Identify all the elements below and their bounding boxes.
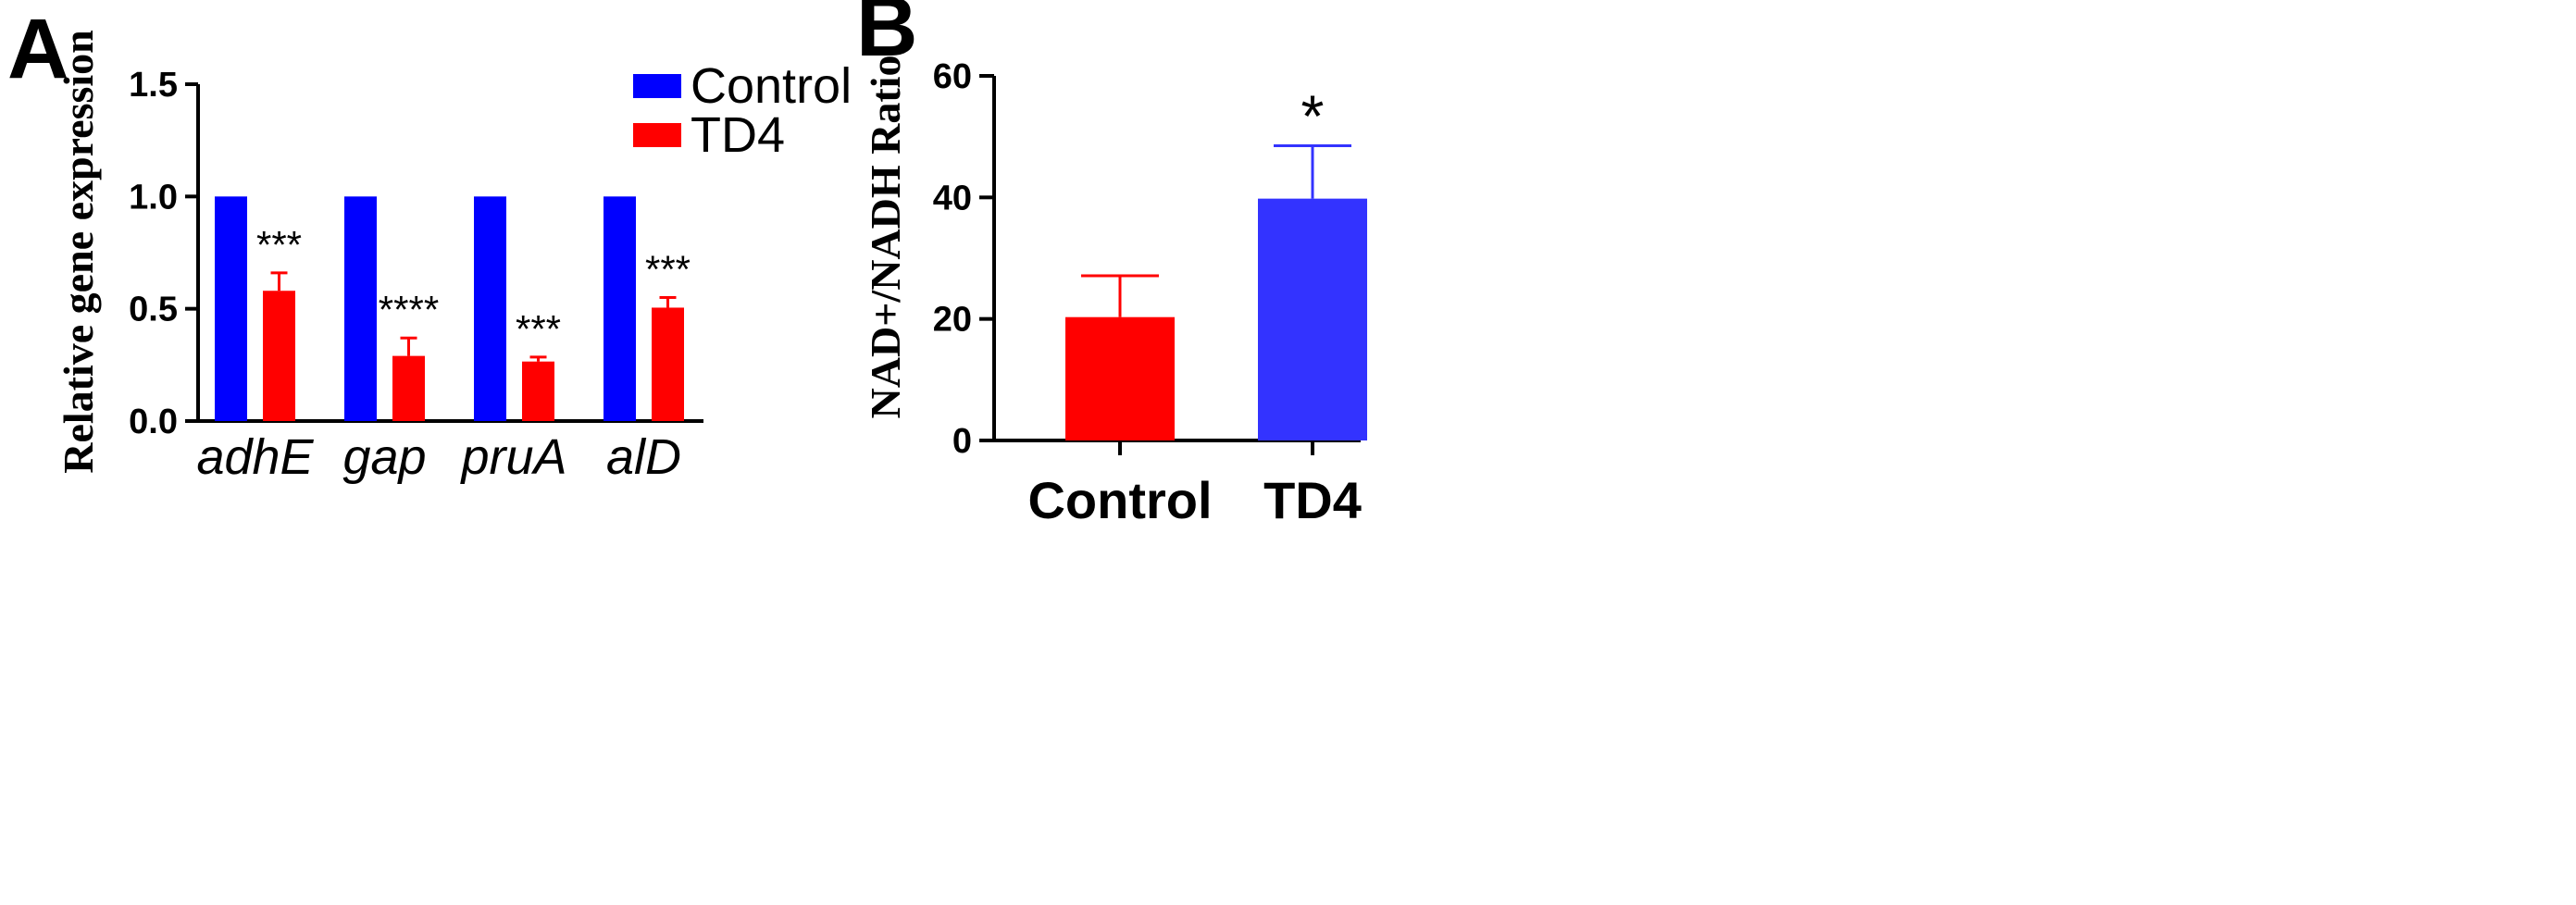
panel-b-y-ticks: 0 20 40 60	[933, 57, 994, 461]
panel-a-bars: ******* ******	[215, 196, 691, 421]
legend-label-control: Control	[691, 58, 852, 114]
panel-b-bar-td4	[1258, 198, 1367, 440]
panel-a-y-tick-label: 1.0	[129, 178, 178, 217]
panel-a-bar-td4-adhE	[263, 291, 295, 421]
panel-a-legend: Control TD4	[633, 58, 852, 163]
panel-a-letter: A	[7, 2, 68, 96]
legend-label-td4: TD4	[691, 107, 785, 163]
panel-a-significance-alD: ***	[645, 248, 691, 291]
panel-a-bar-td4-gap	[392, 355, 425, 421]
panel-a-category-gap: gap	[342, 429, 426, 485]
panel-b-category-labels: Control TD4	[1027, 440, 1362, 529]
panel-b-y-axis-label: NAD+/NADH Ratio	[862, 56, 909, 419]
panel-b-category-control: Control	[1027, 471, 1212, 529]
panel-b-y-tick-label: 60	[933, 57, 972, 96]
panel-b-y-tick-label: 20	[933, 301, 972, 340]
panel-a-bar-control-pruA	[474, 196, 506, 421]
panel-a-bar-td4-pruA	[522, 361, 554, 421]
panel-b-bar-control	[1065, 316, 1175, 440]
panel-b-bars: *	[1065, 83, 1367, 440]
panel-b: B NAD+/NADH Ratio 0 20 40 60 * Control TD4	[856, 0, 1367, 529]
panel-a-y-tick-label: 0.5	[129, 291, 178, 329]
legend-swatch-control	[633, 74, 681, 98]
panel-a-bar-control-alD	[604, 196, 636, 421]
panel-b-category-td4: TD4	[1263, 471, 1362, 529]
panel-a-significance-adhE: ***	[256, 223, 302, 267]
panel-a-bar-td4-alD	[652, 307, 684, 421]
legend-swatch-td4	[633, 123, 681, 147]
panel-b-significance-td4: *	[1301, 83, 1325, 150]
panel-a-bar-control-gap	[344, 196, 377, 421]
panel-a-significance-pruA: ***	[516, 307, 561, 351]
panel-a-significance-gap: ****	[379, 288, 439, 331]
panel-b-y-tick-label: 0	[952, 422, 972, 461]
panel-a-category-pruA: pruA	[459, 429, 566, 485]
panel-b-y-tick-label: 40	[933, 179, 972, 217]
panel-a-y-axis-label: Relative gene expression	[55, 30, 102, 474]
panel-a: A Relative gene expression 0.00.51.01.5 …	[7, 2, 852, 485]
panel-a-y-tick-label: 0.0	[129, 403, 178, 441]
panel-a-category-adhE: adhE	[196, 429, 314, 485]
panel-a-category-labels: adhE gap pruA alD	[196, 429, 681, 485]
panel-b-letter: B	[856, 0, 917, 74]
panel-a-category-alD: alD	[606, 429, 681, 485]
panel-a-y-tick-label: 1.5	[129, 66, 178, 105]
panel-a-bar-control-adhE	[215, 196, 247, 421]
panel-a-y-ticks: 0.0 0.5 1.0 1.5	[129, 66, 198, 441]
